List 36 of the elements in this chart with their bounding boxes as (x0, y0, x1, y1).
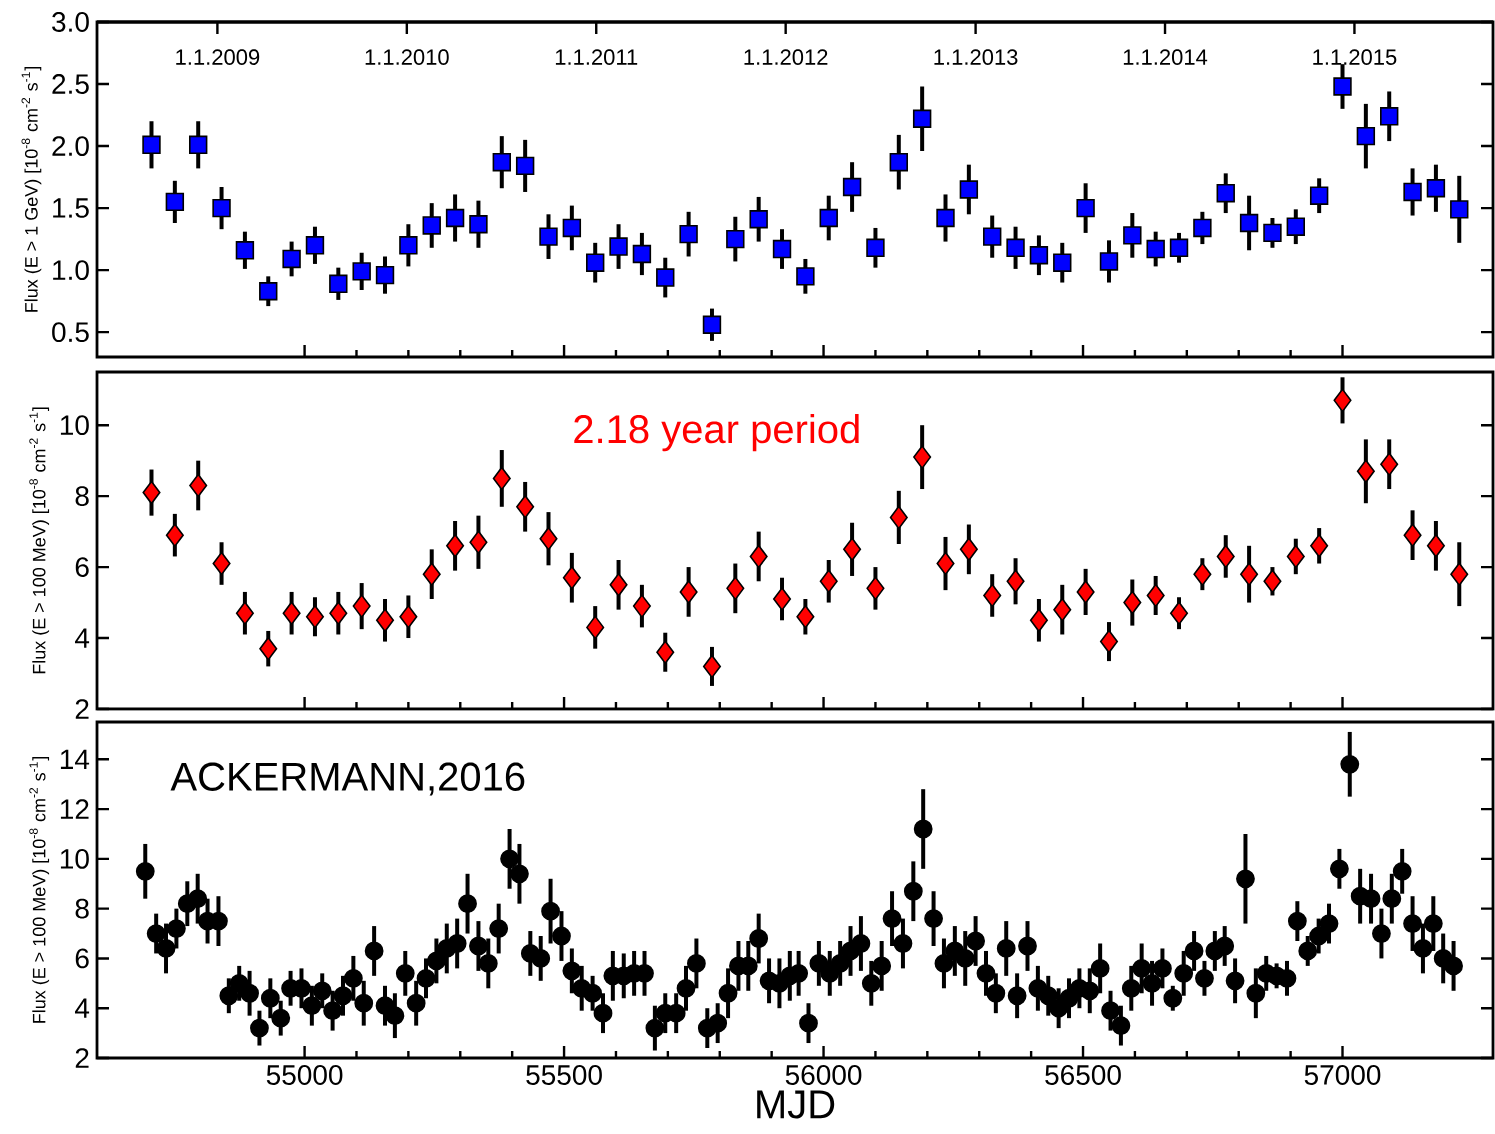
x-tick-label: 55500 (526, 1065, 602, 1085)
annotation: ACKERMANN,2016 (170, 762, 525, 796)
x2-tick-label: 1.1.2014 (1123, 49, 1208, 65)
x-tick-label: 56000 (785, 1065, 862, 1085)
x-axis-title: MJD (757, 1090, 835, 1119)
x2-tick-label: 1.1.2012 (744, 49, 828, 65)
y-tick-label: 1.5 (53, 198, 89, 218)
y-tick-label: 12 (60, 799, 89, 819)
x2-tick-label: 1.1.2013 (934, 49, 1018, 65)
y-tick-label: 4 (74, 998, 90, 1018)
y-tick-label: 8 (75, 486, 89, 507)
y-tick-label: 1.0 (53, 260, 89, 281)
y-tick-label: 6 (75, 948, 89, 969)
y-axis-title: Flux (E > 100 MeV) [10$^{-8}$ cm$^{-2}$ s$^{-1}$] (29, 756, 50, 1023)
y-tick-label: 2.5 (52, 74, 89, 94)
x2-tick-label: 1.1.2011 (555, 49, 638, 65)
y-tick-label: 4 (74, 628, 90, 648)
y-tick-label: 0.5 (52, 322, 89, 343)
y-tick-label: 10 (60, 848, 89, 869)
x-tick-label: 55000 (266, 1065, 343, 1085)
y-tick-label: 8 (75, 898, 89, 919)
y-axis-title: Flux (E > 1 GeV) [10$^{-8}$ cm$^{-2}$ s$^{-1}$] (21, 66, 42, 312)
y-tick-label: 14 (60, 749, 90, 769)
y-tick-label: 3.0 (52, 12, 89, 32)
annotation: 2.18 year period (574, 414, 859, 452)
x2-tick-label: 1.1.2010 (365, 49, 449, 65)
y-tick-label: 2 (75, 1048, 89, 1068)
y-tick-label: 10 (60, 415, 89, 436)
x-tick-label: 56500 (1045, 1065, 1121, 1085)
y-tick-label: 2.0 (52, 136, 89, 156)
x2-tick-label: 1.1.2009 (176, 49, 260, 65)
y-tick-label: 2 (75, 699, 89, 719)
y-axis-title: Flux (E > 100 MeV) [10$^{-8}$ cm$^{-2}$ s$^{-1}$] (29, 407, 50, 674)
x-tick-label: 57000 (1304, 1065, 1381, 1085)
x2-tick-label: 1.1.2015 (1313, 49, 1397, 65)
y-tick-label: 6 (75, 557, 89, 578)
